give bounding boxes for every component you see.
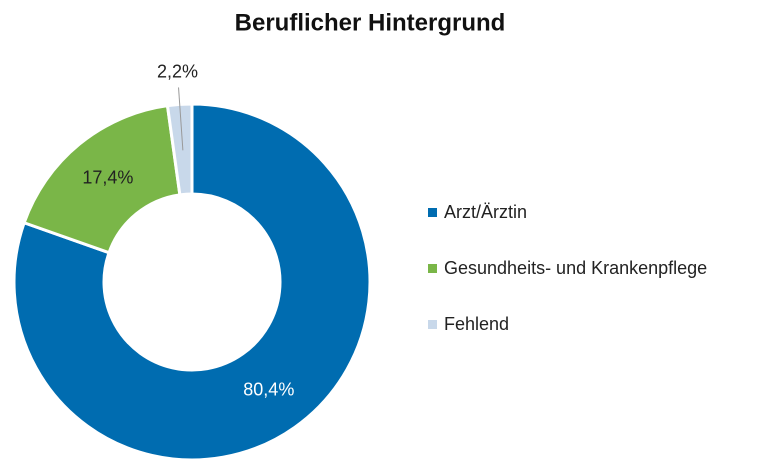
donut-segment <box>165 102 194 197</box>
legend-swatch <box>428 264 437 273</box>
legend-label: Fehlend <box>444 314 509 334</box>
donut-segment <box>22 104 182 255</box>
leader-line <box>178 87 184 151</box>
legend-swatch <box>428 208 437 217</box>
legend-label: Arzt/Ärztin <box>444 202 527 222</box>
legend-label: Gesundheits- und Krankenpflege <box>444 258 707 278</box>
data-label: 80,4% <box>243 379 294 399</box>
donut-segment <box>12 102 372 460</box>
data-label: 2,2% <box>157 61 198 81</box>
chart-title: Beruflicher Hintergrund <box>235 9 506 36</box>
legend-swatch <box>428 320 437 329</box>
data-label: 17,4% <box>82 168 133 188</box>
